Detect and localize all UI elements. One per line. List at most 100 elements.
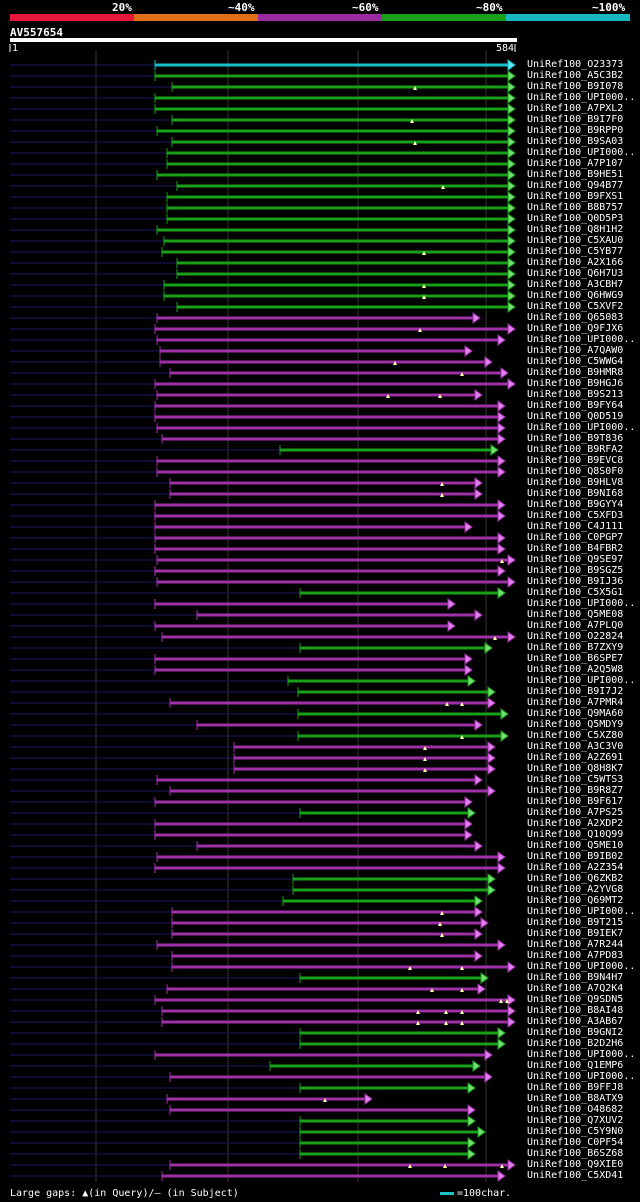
hit-name-label[interactable]: UniRef100_A2YVG8 [527,884,624,895]
hit-name-label[interactable]: UniRef100_A3CBH7 [527,279,624,290]
hit-name-label[interactable]: UniRef100_B9GYY4 [527,499,624,510]
hit-name-label[interactable]: UniRef100_B9N4H7 [527,972,624,983]
hit-name-label[interactable]: UniRef100_A7PXL2 [527,103,624,114]
hit-name-label[interactable]: UniRef100_Q94B77 [527,180,624,191]
hit-name-label[interactable]: UniRef100_UPI000.. [527,906,636,917]
hit-name-label[interactable]: UniRef100_Q8H1H2 [527,224,624,235]
hit-name-label[interactable]: UniRef100_B9FFJ8 [527,1082,624,1093]
hit-name-label[interactable]: UniRef100_A7P107 [527,158,624,169]
hit-name-label[interactable]: UniRef100_B8AI48 [527,1005,624,1016]
hit-name-label[interactable]: UniRef100_A2X166 [527,257,624,268]
hit-name-label[interactable]: UniRef100_B9HMR8 [527,367,624,378]
hit-name-label[interactable]: UniRef100_C5XZ80 [527,730,624,741]
hit-name-label[interactable]: UniRef100_B9S213 [527,389,624,400]
hit-name-label[interactable]: UniRef100_A3AB67 [527,1016,624,1027]
hit-name-label[interactable]: UniRef100_B9SGZ5 [527,565,624,576]
hit-name-label[interactable]: UniRef100_C5WTS3 [527,774,624,785]
hit-name-label[interactable]: UniRef100_Q9XIE0 [527,1159,624,1170]
hit-name-label[interactable]: UniRef100_B9HE51 [527,169,624,180]
hit-name-label[interactable]: UniRef100_A7PS25 [527,807,624,818]
hit-name-label[interactable]: UniRef100_Q9MA60 [527,708,624,719]
hit-name-label[interactable]: UniRef100_O22824 [527,631,624,642]
hit-name-label[interactable]: UniRef100_C5XD41 [527,1170,624,1181]
hit-name-label[interactable]: UniRef100_B6SPE7 [527,653,624,664]
hit-name-label[interactable]: UniRef100_Q6ZKB2 [527,873,624,884]
hit-name-label[interactable]: UniRef100_Q6H7U3 [527,268,624,279]
hit-name-label[interactable]: UniRef100_C5XVF2 [527,301,624,312]
hit-name-label[interactable]: UniRef100_C5XAU0 [527,235,624,246]
hit-name-label[interactable]: UniRef100_Q9SE97 [527,554,624,565]
hit-name-label[interactable]: UniRef100_B9NI68 [527,488,624,499]
hit-name-label[interactable]: UniRef100_A3C3V0 [527,741,624,752]
hit-name-label[interactable]: UniRef100_B9R8Z7 [527,785,624,796]
hit-name-label[interactable]: UniRef100_Q5ME08 [527,609,624,620]
hit-name-label[interactable]: UniRef100_A7PLQ0 [527,620,624,631]
hit-name-label[interactable]: UniRef100_B9HLV8 [527,477,624,488]
hit-name-label[interactable]: UniRef100_UPI000.. [527,334,636,345]
hit-name-label[interactable]: UniRef100_B9F617 [527,796,624,807]
hit-name-label[interactable]: UniRef100_B8B757 [527,202,624,213]
hit-name-label[interactable]: UniRef100_Q8H8K7 [527,763,624,774]
hit-name-label[interactable]: UniRef100_UPI000.. [527,92,636,103]
hit-name-label[interactable]: UniRef100_A5C3B2 [527,70,624,81]
hit-name-label[interactable]: UniRef100_A7Q2K4 [527,983,624,994]
hit-name-label[interactable]: UniRef100_B9IB02 [527,851,624,862]
hit-name-label[interactable]: UniRef100_B9RPP0 [527,125,624,136]
hit-name-label[interactable]: UniRef100_B9T836 [527,433,624,444]
hit-name-label[interactable]: UniRef100_B9IJ36 [527,576,624,587]
hit-name-label[interactable]: UniRef100_Q9SDN5 [527,994,624,1005]
hit-name-label[interactable]: UniRef100_A2XDP2 [527,818,624,829]
hit-name-label[interactable]: UniRef100_UPI000.. [527,1071,636,1082]
hit-name-label[interactable]: UniRef100_UPI000.. [527,147,636,158]
hit-name-label[interactable]: UniRef100_UPI000.. [527,1049,636,1060]
hit-name-label[interactable]: UniRef100_Q10Q99 [527,829,624,840]
hit-name-label[interactable]: UniRef100_A2Q5W8 [527,664,624,675]
hit-name-label[interactable]: UniRef100_A7PD83 [527,950,624,961]
hit-name-label[interactable]: UniRef100_B8ATX9 [527,1093,624,1104]
hit-name-label[interactable]: UniRef100_B9I7F0 [527,114,624,125]
hit-name-label[interactable]: UniRef100_A2Z354 [527,862,624,873]
hit-name-label[interactable]: UniRef100_UPI000.. [527,422,636,433]
hit-name-label[interactable]: UniRef100_Q69MT2 [527,895,624,906]
hit-name-label[interactable]: UniRef100_Q0D5P3 [527,213,624,224]
hit-name-label[interactable]: UniRef100_Q7XUV2 [527,1115,624,1126]
hit-name-label[interactable]: UniRef100_B9SA03 [527,136,624,147]
hit-name-label[interactable]: UniRef100_UPI000.. [527,961,636,972]
hit-name-label[interactable]: UniRef100_Q9FJX6 [527,323,624,334]
hit-name-label[interactable]: UniRef100_A2Z691 [527,752,624,763]
hit-name-label[interactable]: UniRef100_B9I7J2 [527,686,624,697]
hit-name-label[interactable]: UniRef100_C4J111 [527,521,624,532]
hit-name-label[interactable]: UniRef100_B4FBR2 [527,543,624,554]
hit-name-label[interactable]: UniRef100_B7ZXY9 [527,642,624,653]
hit-name-label[interactable]: UniRef100_B9FXS1 [527,191,624,202]
hit-name-label[interactable]: UniRef100_Q65083 [527,312,624,323]
hit-name-label[interactable]: UniRef100_B9IEK7 [527,928,624,939]
hit-name-label[interactable]: UniRef100_B9HGJ6 [527,378,624,389]
hit-name-label[interactable]: UniRef100_B9I078 [527,81,624,92]
hit-name-label[interactable]: UniRef100_Q0D519 [527,411,624,422]
hit-name-label[interactable]: UniRef100_C5Y9N0 [527,1126,624,1137]
hit-name-label[interactable]: UniRef100_B9EVC8 [527,455,624,466]
hit-name-label[interactable]: UniRef100_B9T215 [527,917,624,928]
hit-name-label[interactable]: UniRef100_B9RFA2 [527,444,624,455]
hit-name-label[interactable]: UniRef100_O23373 [527,59,624,70]
hit-name-label[interactable]: UniRef100_Q1EMP6 [527,1060,624,1071]
hit-name-label[interactable]: UniRef100_Q6HWG9 [527,290,624,301]
hit-name-label[interactable]: UniRef100_C0PF54 [527,1137,624,1148]
hit-name-label[interactable]: UniRef100_Q8S0F0 [527,466,624,477]
hit-name-label[interactable]: UniRef100_B6SZ68 [527,1148,624,1159]
hit-name-label[interactable]: UniRef100_B9FY64 [527,400,624,411]
hit-name-label[interactable]: UniRef100_C5X5G1 [527,587,624,598]
hit-name-label[interactable]: UniRef100_C0PGP7 [527,532,624,543]
hit-name-label[interactable]: UniRef100_B9GNI2 [527,1027,624,1038]
hit-name-label[interactable]: UniRef100_B2D2H6 [527,1038,624,1049]
hit-name-label[interactable]: UniRef100_A7QAW0 [527,345,624,356]
hit-name-label[interactable]: UniRef100_UPI000.. [527,598,636,609]
hit-name-label[interactable]: UniRef100_O48682 [527,1104,624,1115]
hit-name-label[interactable]: UniRef100_C5WWG4 [527,356,624,367]
hit-name-label[interactable]: UniRef100_C5XFD3 [527,510,624,521]
hit-name-label[interactable]: UniRef100_Q5ME10 [527,840,624,851]
hit-name-label[interactable]: UniRef100_Q5MDY9 [527,719,624,730]
hit-name-label[interactable]: UniRef100_A7PMR4 [527,697,624,708]
hit-name-label[interactable]: UniRef100_A7R244 [527,939,624,950]
